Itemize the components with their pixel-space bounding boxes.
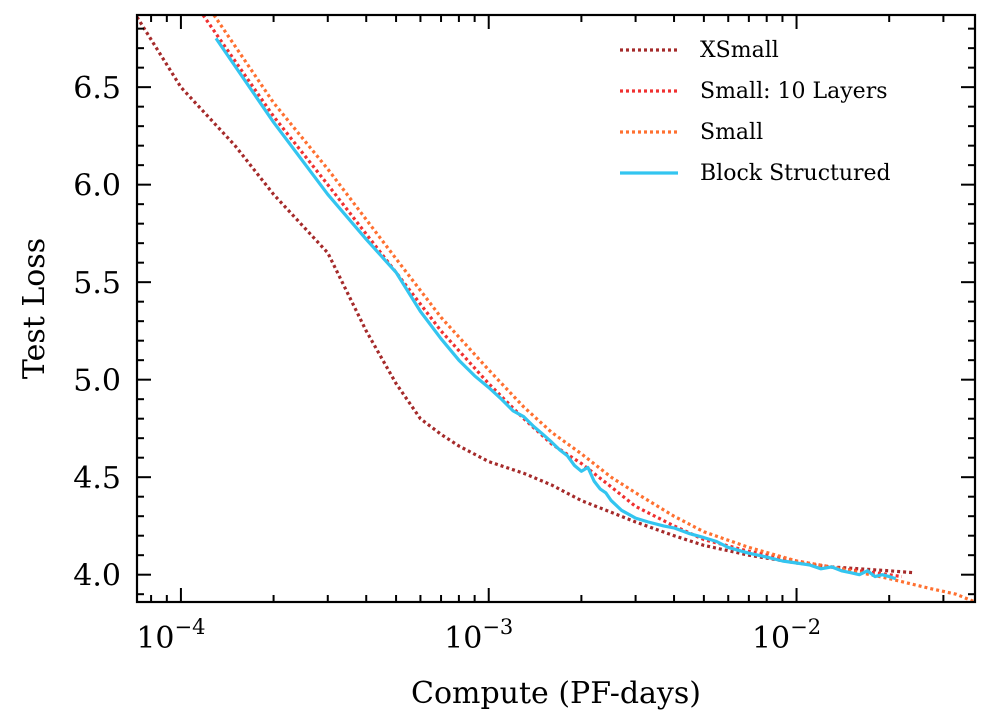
y-tick-label: 5.5 — [73, 266, 121, 301]
legend-label: Small — [700, 120, 763, 145]
x-tick-label: 10−2 — [752, 615, 821, 656]
legend-label: XSmall — [700, 38, 779, 63]
y-tick-label: 4.5 — [73, 461, 121, 496]
plot-frame — [135, 13, 977, 604]
y-tick-label: 6.0 — [73, 169, 121, 204]
axis-ticks — [137, 15, 975, 602]
x-axis-title: Compute (PF-days) — [411, 676, 701, 711]
legend-label: Block Structured — [700, 161, 891, 186]
series-line-small-10-layers — [201, 15, 903, 579]
legend-label: Small: 10 Layers — [700, 79, 888, 104]
y-tick-label: 6.5 — [73, 71, 121, 106]
y-axis-title: Test Loss — [17, 238, 52, 379]
legend: XSmall Small: 10 Layers Small Block Structu… — [620, 38, 891, 186]
series-line-block-structured — [214, 37, 897, 581]
x-tick-label: 10−3 — [444, 615, 513, 656]
y-tick-label: 5.0 — [73, 364, 121, 399]
axis-tick-labels: 4.0 4.5 5.0 5.5 6.0 6.5 10−4 10−3 10−2 — [73, 71, 821, 656]
x-tick-label: 10−4 — [136, 615, 205, 656]
plot-series-group — [137, 15, 975, 602]
y-tick-label: 4.0 — [73, 559, 121, 594]
